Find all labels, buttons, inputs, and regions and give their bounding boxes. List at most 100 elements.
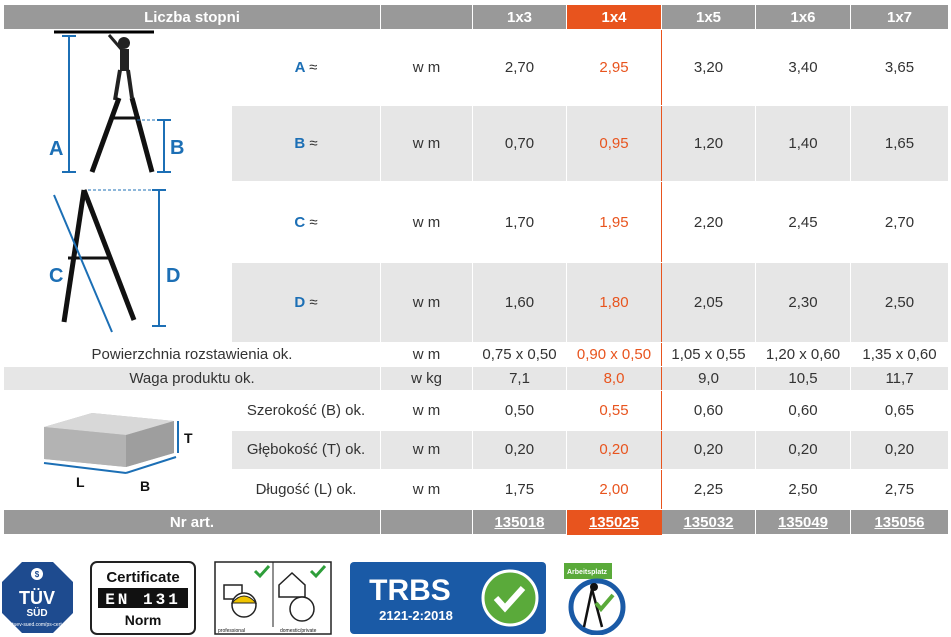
spec-table: Liczba stopni 1x3 1x4 1x5 1x6 1x7 A	[3, 4, 949, 535]
diagram-letter-b: B	[170, 137, 184, 159]
article-link-cell[interactable]: 135056	[850, 509, 949, 535]
box-letter-t: T	[184, 430, 193, 446]
cell-highlight: 0,95	[566, 105, 662, 183]
row-unit: w m	[380, 181, 473, 263]
cell: 2,75	[850, 469, 949, 510]
row-label: Powierzchnia rozstawienia ok.	[3, 342, 381, 367]
arbeitsplatz-badge: Arbeitsplatz	[564, 563, 626, 635]
footer-label: Nr art.	[3, 509, 381, 535]
diagram-letter-c: C	[49, 265, 63, 287]
cell: 0,20	[755, 429, 851, 471]
cell: 0,20	[850, 429, 949, 471]
footer-row: Nr art. 135018 135025 135032 135049 1350…	[3, 509, 949, 535]
cell-highlight: 2,95	[566, 28, 662, 107]
cell: 0,70	[472, 105, 567, 183]
cell: 3,20	[661, 28, 756, 107]
cell: 1,05 x 0,55	[661, 342, 756, 367]
cell: 0,75 x 0,50	[472, 342, 567, 367]
header-unit	[380, 4, 473, 30]
box-letter-b: B	[140, 478, 150, 494]
row-unit: w m	[380, 342, 473, 367]
cell: 2,20	[661, 181, 756, 263]
tuv-text: TÜV	[19, 588, 55, 608]
cell-highlight: 0,90 x 0,50	[566, 342, 662, 367]
en131-badge: Certificate EN 131 Norm	[90, 561, 196, 635]
cell: 1,60	[472, 261, 567, 344]
row-label: Długość (L) ok.	[231, 469, 381, 510]
article-link-cell[interactable]: 135049	[755, 509, 851, 535]
cell: 2,05	[661, 261, 756, 344]
diagram-letter-d: D	[166, 265, 180, 287]
check-icon	[309, 564, 327, 579]
article-link[interactable]: 135049	[777, 513, 829, 531]
cell: 7,1	[472, 366, 567, 391]
professional-text: professional	[218, 628, 245, 634]
cell: 1,75	[472, 469, 567, 510]
cell-highlight: 2,00	[566, 469, 662, 510]
arbeitsplatz-text: Arbeitsplatz	[567, 569, 608, 576]
table-row: A B	[3, 28, 949, 343]
trbs-text: TRBS	[369, 574, 451, 607]
cell: 0,20	[661, 429, 756, 471]
tuv-sud-text: SÜD	[26, 606, 47, 619]
row-label: Głębokość (T) ok.	[231, 429, 381, 471]
row-unit: w m	[380, 105, 473, 183]
tuv-badge: $ TÜV SÜD tuev-sued.com/ps-cert	[2, 562, 73, 633]
check-icon	[253, 564, 271, 579]
certification-badges: $ TÜV SÜD tuev-sued.com/ps-cert Certific…	[0, 558, 951, 637]
cell-highlight: 8,0	[566, 366, 662, 391]
row-label: B ≈	[231, 105, 381, 183]
cell: 1,65	[850, 105, 949, 183]
row-unit: w m	[380, 390, 473, 431]
row-label: D ≈	[231, 261, 381, 344]
package-diagram: T L B	[3, 390, 232, 510]
cell: 10,5	[755, 366, 851, 391]
article-link[interactable]: 135025	[588, 513, 640, 531]
cell: 3,65	[850, 28, 949, 107]
cell: 2,70	[472, 28, 567, 107]
table-row: T L B Szerokość (B) ok. w m 0,50 0,55 0,…	[3, 390, 949, 510]
tuv-url-text: tuev-sued.com/ps-cert	[12, 622, 62, 628]
cell: 0,60	[755, 390, 851, 431]
table-row: B ≈ w m 0,70 0,95 1,20 1,40 1,65	[4, 105, 949, 183]
cell: 1,35 x 0,60	[850, 342, 949, 367]
article-link-cell-highlight[interactable]: 135025	[566, 509, 662, 535]
box-letter-l: L	[76, 474, 85, 490]
package-illustration: T L B	[43, 413, 193, 494]
en131-text: EN 131	[105, 591, 181, 609]
ladder-illustration: A B	[49, 30, 184, 333]
header-col: 1x6	[755, 4, 851, 30]
cell-highlight: 1,95	[566, 181, 662, 263]
article-link[interactable]: 135018	[494, 513, 545, 531]
table-row: Waga produktu ok. w kg 7,1 8,0 9,0 10,5 …	[3, 366, 949, 391]
cell: 2,70	[850, 181, 949, 263]
cell-highlight: 0,20	[566, 429, 662, 471]
header-title: Liczba stopni	[3, 4, 381, 30]
row-unit: w m	[380, 261, 473, 344]
header-col-highlight: 1x4	[566, 4, 662, 30]
row-label: A ≈	[231, 28, 381, 107]
cell: 2,45	[755, 181, 851, 263]
article-link-cell[interactable]: 135018	[472, 509, 567, 535]
table-row: Powierzchnia rozstawienia ok. w m 0,75 x…	[3, 342, 949, 367]
row-unit: w m	[380, 28, 473, 107]
cell: 0,60	[661, 390, 756, 431]
table-row: Długość (L) ok. w m 1,75 2,00 2,25 2,50 …	[4, 469, 949, 510]
ladder-diagram: A B	[3, 29, 232, 343]
domestic-text: domestic/private	[280, 628, 317, 634]
cell: 9,0	[661, 366, 756, 391]
trbs-badge: TRBS 2121-2:2018	[350, 562, 546, 634]
table-row: D ≈ w m 1,60 1,80 2,05 2,30 2,50	[4, 261, 949, 344]
article-link-cell[interactable]: 135032	[661, 509, 756, 535]
article-link[interactable]: 135032	[683, 513, 734, 531]
header-col: 1x3	[472, 4, 567, 30]
row-unit: w kg	[380, 366, 473, 391]
cell: 1,70	[472, 181, 567, 263]
article-link[interactable]: 135056	[874, 513, 925, 531]
cell: 0,50	[472, 390, 567, 431]
svg-text:$: $	[35, 570, 40, 579]
table-row: Głębokość (T) ok. w m 0,20 0,20 0,20 0,2…	[4, 429, 949, 471]
cell: 2,25	[661, 469, 756, 510]
certificate-text: Certificate	[106, 569, 179, 586]
cell: 11,7	[850, 366, 949, 391]
